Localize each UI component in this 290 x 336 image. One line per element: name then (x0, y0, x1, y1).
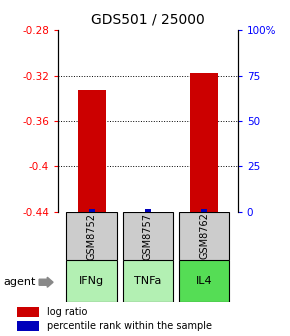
Text: IFNg: IFNg (79, 277, 104, 286)
Bar (179, 260, 229, 302)
Bar (190, 73, 218, 212)
Text: TNFa: TNFa (134, 277, 162, 286)
Bar (123, 260, 173, 302)
Bar (66, 212, 117, 260)
Text: GSM8752: GSM8752 (87, 213, 97, 259)
Bar (17, 307, 39, 317)
Bar (134, 212, 162, 213)
Bar (145, 209, 151, 212)
Bar (89, 209, 95, 212)
Text: agent: agent (3, 277, 35, 287)
Bar (17, 321, 39, 331)
Bar (66, 260, 117, 302)
Bar (123, 212, 173, 260)
Text: GSM8762: GSM8762 (199, 213, 209, 259)
Text: GSM8757: GSM8757 (143, 213, 153, 259)
Title: GDS501 / 25000: GDS501 / 25000 (91, 12, 205, 26)
Text: percentile rank within the sample: percentile rank within the sample (46, 321, 211, 331)
Text: IL4: IL4 (196, 277, 212, 286)
Bar (179, 212, 229, 260)
Text: log ratio: log ratio (46, 307, 87, 317)
Bar (78, 90, 106, 212)
Bar (201, 209, 207, 212)
